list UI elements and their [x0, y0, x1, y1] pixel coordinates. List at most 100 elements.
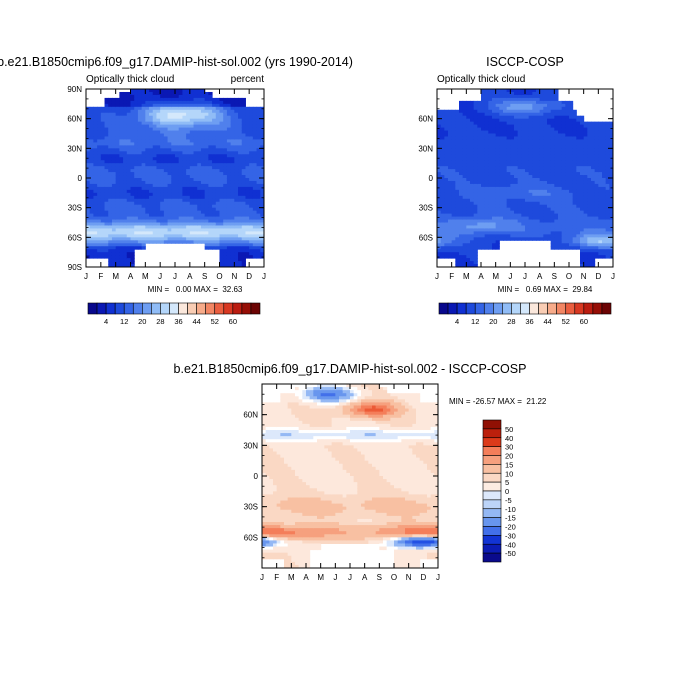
heatmap-cell	[517, 163, 522, 167]
heatmap-cell	[97, 127, 102, 132]
heatmap-cell	[208, 133, 213, 137]
heatmap-cell	[514, 222, 519, 226]
heatmap-cell	[580, 163, 585, 167]
heatmap-cell	[260, 160, 265, 164]
heatmap-cell	[473, 255, 478, 259]
heatmap-cell	[440, 255, 445, 259]
heatmap-cell	[149, 136, 154, 140]
heatmap-cell	[249, 175, 254, 179]
heatmap-cell	[437, 186, 442, 191]
heatmap-cell	[163, 172, 169, 176]
heatmap-cell	[115, 231, 120, 235]
heatmap-cell	[492, 246, 497, 250]
heatmap-cell	[543, 219, 548, 223]
heatmap-cell	[594, 157, 599, 161]
heatmap-cell	[252, 180, 258, 185]
heatmap-cell	[525, 204, 530, 209]
heatmap-cell	[193, 139, 198, 143]
heatmap-cell	[473, 210, 478, 215]
heatmap-cell	[115, 255, 120, 259]
heatmap-cell	[152, 166, 157, 170]
heatmap-cell	[470, 225, 475, 229]
heatmap-cell	[223, 261, 228, 265]
heatmap-cell	[238, 103, 243, 108]
heatmap-cell	[212, 100, 217, 105]
x-tick-label: J	[262, 272, 266, 281]
heatmap-cell	[152, 145, 157, 149]
heatmap-cell	[440, 180, 445, 185]
heatmap-cell	[547, 115, 552, 120]
heatmap-cell	[521, 183, 526, 188]
heatmap-cell	[123, 216, 128, 221]
heatmap-cell	[539, 163, 544, 167]
heatmap-cell	[226, 258, 232, 262]
heatmap-cell	[130, 118, 135, 123]
heatmap-cell	[189, 186, 195, 191]
heatmap-cell	[466, 106, 471, 111]
heatmap-cell	[473, 201, 478, 206]
heatmap-cell	[186, 222, 191, 226]
heatmap-cell	[470, 228, 475, 232]
heatmap-cell	[466, 157, 471, 161]
heatmap-cell	[484, 163, 489, 167]
heatmap-cell	[93, 169, 98, 173]
heatmap-cell	[130, 94, 135, 99]
heatmap-cell	[230, 118, 235, 123]
heatmap-cell	[448, 210, 453, 215]
heatmap-cell	[234, 180, 239, 185]
heatmap-cell	[547, 151, 552, 155]
heatmap-cell	[554, 219, 559, 223]
heatmap-cell	[594, 183, 599, 188]
heatmap-cell	[594, 172, 599, 176]
heatmap-cell	[134, 198, 139, 203]
heatmap-cell	[550, 100, 555, 105]
heatmap-cell	[477, 180, 482, 185]
heatmap-cell	[252, 234, 258, 238]
heatmap-cell	[163, 222, 169, 226]
heatmap-cell	[572, 151, 577, 155]
heatmap-cell	[230, 243, 235, 247]
heatmap-cell	[492, 237, 497, 241]
heatmap-cell	[171, 109, 176, 114]
heatmap-cell	[510, 180, 515, 185]
heatmap-cell	[587, 240, 592, 244]
heatmap-cell	[189, 201, 195, 206]
heatmap-cell	[547, 213, 552, 218]
heatmap-cell	[477, 154, 482, 158]
heatmap-cell	[123, 249, 128, 253]
heatmap-cell	[576, 180, 581, 185]
heatmap-cell	[238, 234, 243, 238]
heatmap-cell	[197, 106, 202, 111]
heatmap-cell	[484, 222, 489, 226]
heatmap-cell	[580, 180, 585, 185]
heatmap-cell	[93, 127, 98, 132]
heatmap-cell	[200, 130, 206, 134]
heatmap-cell	[492, 222, 497, 226]
heatmap-cell	[175, 180, 180, 185]
heatmap-cell	[163, 127, 169, 132]
heatmap-cell	[536, 225, 541, 229]
heatmap-cell	[238, 157, 243, 161]
heatmap-cell	[141, 97, 146, 102]
heatmap-cell	[462, 228, 467, 232]
heatmap-cell	[440, 166, 445, 170]
heatmap-cell	[539, 94, 544, 99]
heatmap-cell	[517, 118, 522, 123]
heatmap-cell	[104, 112, 109, 117]
heatmap-cell	[536, 231, 541, 235]
heatmap-cell	[437, 201, 442, 206]
heatmap-cell	[554, 213, 559, 218]
heatmap-cell	[510, 237, 515, 241]
heatmap-cell	[238, 213, 243, 218]
heatmap-cell	[186, 163, 191, 167]
heatmap-cell	[260, 237, 265, 241]
heatmap-cell	[492, 130, 497, 134]
heatmap-cell	[444, 195, 449, 200]
heatmap-cell	[499, 157, 504, 161]
heatmap-cell	[145, 157, 150, 161]
heatmap-cell	[249, 246, 254, 250]
heatmap-cell	[134, 112, 139, 117]
heatmap-cell	[561, 204, 566, 209]
heatmap-cell	[126, 246, 131, 250]
heatmap-cell	[212, 178, 217, 182]
